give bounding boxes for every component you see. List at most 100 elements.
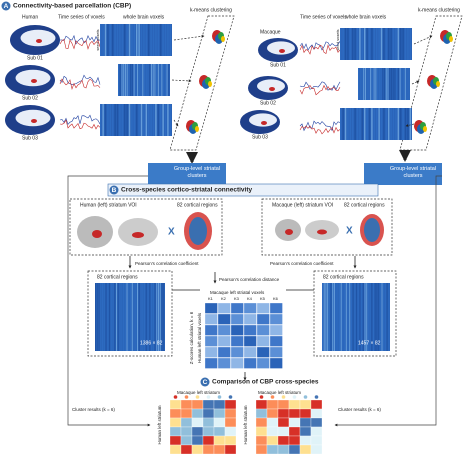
- species-label: Human: [22, 14, 38, 20]
- matrix-stripe: [152, 104, 155, 136]
- matrix-stripe: [347, 28, 349, 60]
- heat-cell: [299, 435, 312, 446]
- z-cell: [256, 357, 270, 369]
- matrix-stripe: [119, 283, 121, 351]
- voi-label: 82 cortical regions: [177, 202, 218, 208]
- z-cell: [204, 357, 218, 369]
- subject-label: Sub 02: [260, 100, 276, 106]
- heat-cell: [266, 399, 279, 410]
- time-series: [299, 44, 341, 55]
- matrix-stripe: [370, 68, 372, 100]
- matrix-stripe: [102, 283, 104, 351]
- matrix-stripe: [145, 104, 148, 136]
- matrix-stripe: [117, 283, 119, 351]
- matrix-stripe: [128, 104, 131, 136]
- heat-cell: [299, 426, 312, 437]
- matrix-stripe: [100, 24, 102, 56]
- matrix-stripe: [359, 68, 361, 100]
- matrix-stripe: [342, 28, 344, 60]
- heat-cell: [288, 408, 301, 419]
- matrix-stripe: [112, 104, 114, 136]
- matrix-stripe: [131, 24, 133, 56]
- heat-cell: [255, 426, 268, 437]
- arrow: [405, 123, 415, 127]
- heat-cell: [169, 426, 182, 437]
- matrix-stripe: [359, 28, 361, 60]
- matrix-stripe: [133, 104, 136, 136]
- matrix-stripe: [385, 68, 387, 100]
- matrix-stripe: [128, 283, 130, 351]
- matrix-stripe: [347, 283, 349, 351]
- matrix-stripe: [114, 283, 116, 351]
- matrix-stripe: [154, 64, 156, 96]
- matrix-stripe: [119, 104, 121, 136]
- matrix-stripe: [409, 28, 412, 60]
- axis-label: Human left striatum: [243, 405, 248, 444]
- matrix-stripe: [151, 283, 153, 351]
- cluster-icon: [281, 395, 286, 399]
- matrix-stripe: [385, 108, 388, 140]
- z-cell: [204, 313, 218, 325]
- matrix-stripe: [143, 24, 145, 56]
- seed: [261, 121, 267, 125]
- matrix-stripe: [349, 108, 352, 140]
- matrix-stripe: [344, 28, 347, 60]
- matrix-stripe: [126, 64, 128, 96]
- k-label: K3: [234, 296, 240, 301]
- matrix-stripe: [390, 28, 392, 60]
- heat-cell: [213, 399, 226, 410]
- panel-header: [107, 183, 379, 197]
- subject-label: Sub 01: [27, 55, 43, 61]
- z-cell: [217, 313, 231, 325]
- matrix-stripe: [149, 64, 151, 96]
- heat-cell: [277, 444, 290, 455]
- heat-cell: [169, 417, 182, 428]
- heat-cell: [213, 408, 226, 419]
- seed: [279, 49, 285, 53]
- z-cell: [256, 335, 270, 347]
- matrix-stripe: [404, 68, 406, 100]
- z-cell: [204, 346, 218, 358]
- matrix-stripe: [121, 104, 124, 136]
- matrix-stripe: [376, 283, 378, 351]
- time-series: [299, 120, 341, 132]
- axis-label: Macaque left striatum: [258, 390, 301, 395]
- matrix-stripe: [135, 283, 137, 351]
- matrix-stripe: [396, 68, 398, 100]
- matrix-stripe: [368, 68, 370, 100]
- column-label: Time series of voxels: [300, 14, 347, 20]
- matrix-stripe: [158, 283, 160, 351]
- matrix-stripe: [140, 283, 142, 351]
- matrix-stripe: [100, 283, 102, 351]
- heat-cell: [191, 435, 204, 446]
- heat-cell: [213, 426, 226, 437]
- matrix-stripe: [140, 104, 143, 136]
- matrix-stripe: [160, 104, 162, 136]
- matrix-stripe: [404, 108, 407, 140]
- matrix-stripe: [140, 24, 143, 56]
- matrix-stripe: [169, 104, 172, 136]
- matrix-stripe: [152, 24, 155, 56]
- matrix-stripe: [364, 283, 366, 351]
- matrix-stripe: [112, 24, 114, 56]
- k-label: K6: [273, 296, 279, 301]
- matrix-stripe: [357, 283, 359, 351]
- matrix-stripe: [359, 108, 361, 140]
- matrix-stripe: [150, 64, 152, 96]
- z-cell: [269, 335, 283, 347]
- panel-badge: [1, 1, 11, 11]
- z-cell: [269, 324, 283, 336]
- z-cell: [243, 357, 257, 369]
- heat-cell: [224, 444, 237, 455]
- voi-box: [261, 198, 393, 256]
- matrix-stripe: [384, 283, 386, 351]
- step-label: Cluster results (k = 6): [338, 407, 381, 412]
- matrix-stripe: [123, 283, 125, 351]
- matrix-stripe: [138, 104, 140, 136]
- matrix-stripe: [155, 104, 157, 136]
- matrix-stripe: [368, 108, 371, 140]
- heat-cell: [202, 435, 215, 446]
- voi-label: Human (left) striatum VOI: [80, 202, 137, 208]
- heat-cell: [180, 417, 193, 428]
- matrix-stripe: [407, 28, 409, 60]
